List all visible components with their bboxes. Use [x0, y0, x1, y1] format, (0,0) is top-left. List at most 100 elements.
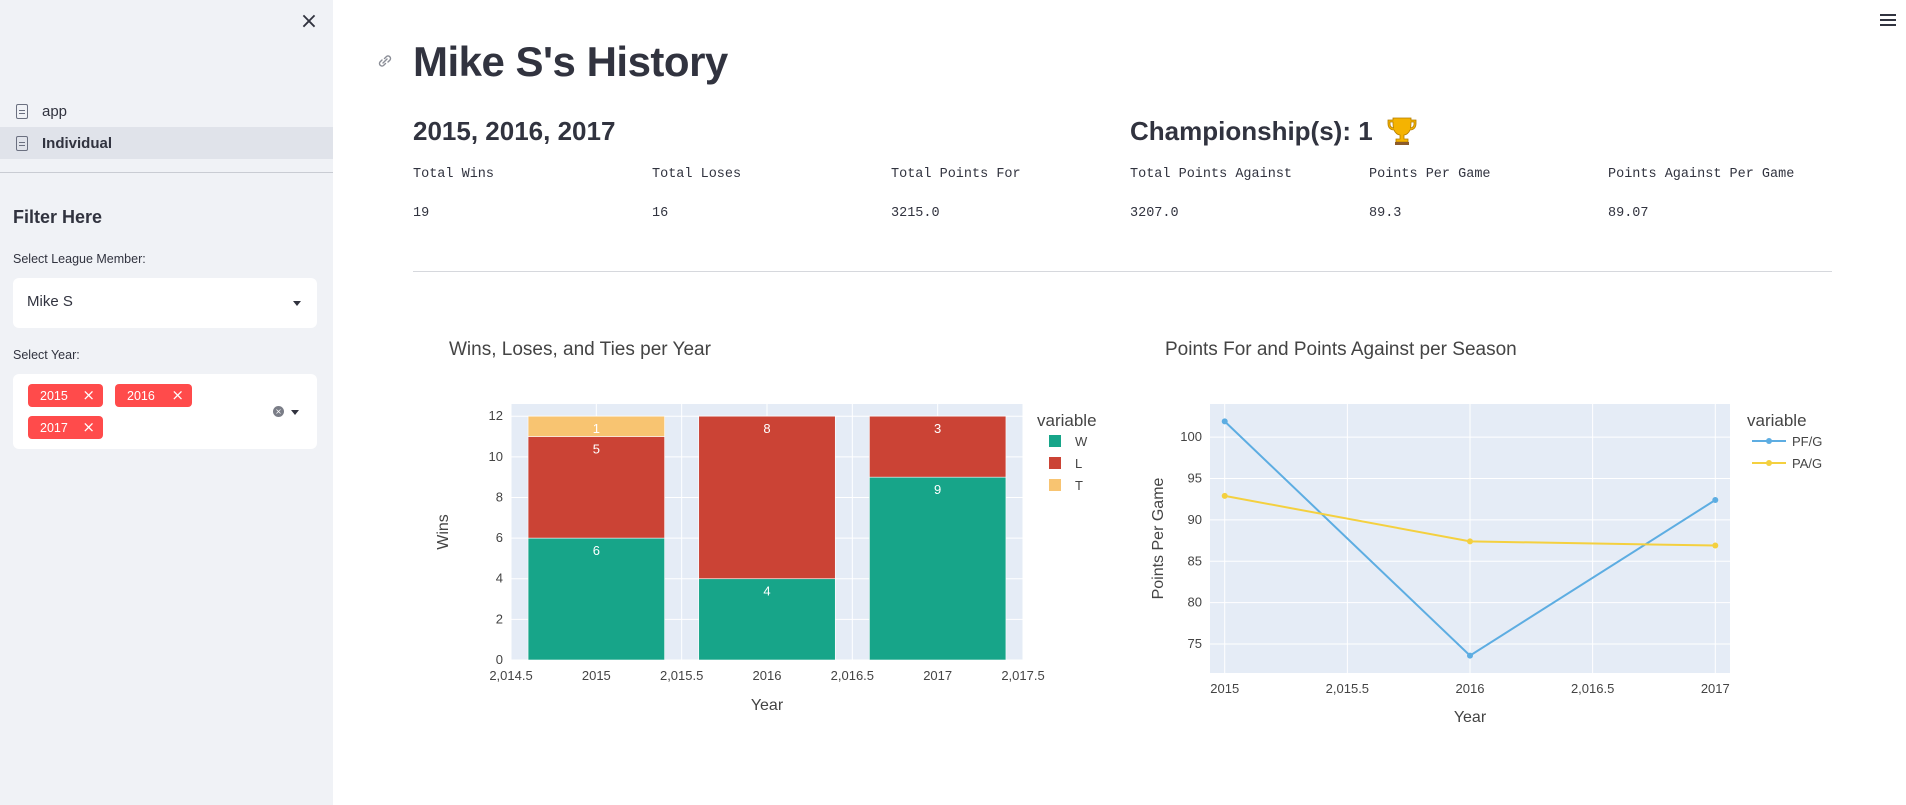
chart-title: Wins, Loses, and Ties per Year	[449, 339, 712, 360]
league-member-label: Select League Member:	[13, 252, 146, 266]
remove-tag-icon[interactable]: ×	[82, 386, 95, 404]
trophy-icon	[1387, 117, 1417, 146]
x-tick-label: 2016	[753, 668, 782, 683]
close-icon: ×	[299, 9, 319, 34]
bar-segment-t	[527, 415, 665, 437]
bar-segment-w	[698, 578, 836, 661]
metric-value: 3207.0	[1130, 206, 1179, 221]
year-tag: 2017 ×	[28, 416, 103, 439]
y-tick-label: 95	[1188, 470, 1202, 485]
chevron-down-icon[interactable]	[291, 410, 299, 415]
sidebar-nav: app Individual	[0, 95, 333, 159]
league-member-select[interactable]: Mike S	[13, 278, 317, 328]
x-axis-label: Year	[751, 697, 784, 714]
hamburger-icon	[1880, 19, 1896, 21]
year-tag-label: 2016	[127, 388, 155, 403]
y-tick-label: 90	[1188, 512, 1202, 527]
year-multiselect[interactable]: 2015 × 2016 × 2017 × ×	[13, 374, 317, 449]
wins-loses-ties-chart: Wins, Loses, and Ties per Year 0 2 4 6 8 10 12 2…	[435, 339, 1097, 714]
main-menu-button[interactable]	[1880, 14, 1896, 26]
data-point	[1221, 418, 1228, 425]
x-tick-label: 2,014.5	[489, 668, 532, 683]
legend-entry: T	[1075, 478, 1083, 493]
legend-entry: PA/G	[1792, 456, 1822, 471]
close-sidebar-button[interactable]: ×	[297, 10, 321, 34]
bar-segment-l	[527, 436, 665, 539]
year-tag: 2015 ×	[28, 384, 103, 407]
x-tick-label: 2015	[582, 668, 611, 683]
sidebar-item-label: Individual	[42, 134, 113, 152]
y-tick-label: 0	[496, 652, 503, 667]
legend-title: variable	[1747, 411, 1807, 430]
metric-value: 16	[652, 206, 669, 221]
sidebar-item-app[interactable]: app	[0, 95, 333, 127]
y-tick-label: 10	[489, 449, 503, 464]
hamburger-icon	[1880, 24, 1896, 26]
bar-data-label: 1	[593, 421, 600, 436]
clear-all-icon[interactable]: ×	[273, 406, 284, 417]
championship-heading: Championship(s): 1	[1130, 116, 1418, 149]
y-tick-label: 80	[1188, 595, 1202, 610]
legend-marker	[1766, 460, 1772, 466]
remove-tag-icon[interactable]: ×	[171, 386, 184, 404]
data-point	[1467, 538, 1473, 545]
data-point	[1221, 492, 1228, 499]
metric-label: Total Loses	[652, 167, 742, 182]
legend-entry: L	[1075, 456, 1082, 471]
metric-value: 19	[413, 206, 430, 221]
data-point	[1712, 542, 1719, 549]
link-icon[interactable]	[376, 54, 394, 68]
hamburger-icon	[1880, 14, 1896, 16]
legend-entry: W	[1075, 434, 1088, 449]
bar-data-label: 3	[934, 421, 941, 436]
legend-swatch	[1049, 457, 1061, 469]
y-tick-label: 6	[496, 530, 503, 545]
sidebar-item-individual[interactable]: Individual	[0, 127, 333, 159]
x-tick-label: 2015	[1210, 681, 1239, 696]
bar-data-label: 8	[763, 421, 770, 436]
metric-label: Total Points Against	[1130, 167, 1293, 182]
metric-label: Points Per Game	[1369, 167, 1491, 182]
page-title: Mike S's History	[413, 38, 728, 85]
y-tick-label: 75	[1188, 636, 1202, 651]
bar-segment-w	[869, 476, 1007, 661]
legend-marker	[1766, 438, 1772, 444]
metric-value: 3215.0	[891, 206, 940, 221]
y-tick-label: 8	[496, 489, 503, 504]
bar-data-label: 4	[763, 584, 770, 599]
sidebar-divider	[0, 172, 333, 173]
points-per-season-chart: Points For and Points Against per Season…	[1150, 339, 1822, 726]
chart-title: Points For and Points Against per Season	[1165, 339, 1517, 360]
document-icon	[16, 103, 28, 119]
league-member-value: Mike S	[27, 293, 73, 310]
metric-label: Total Wins	[413, 167, 495, 182]
bar-data-label: 9	[934, 482, 941, 497]
year-tag-label: 2017	[40, 420, 68, 435]
x-tick-label: 2017	[923, 668, 952, 683]
bar-segment-w	[527, 537, 665, 661]
y-tick-label: 2	[496, 611, 503, 626]
y-axis-label: Points Per Game	[1150, 477, 1167, 599]
remove-tag-icon[interactable]: ×	[82, 418, 95, 436]
data-point	[1712, 497, 1719, 504]
year-tag-label: 2015	[40, 388, 68, 403]
legend-title: variable	[1037, 411, 1097, 430]
sidebar: × app Individual Filter Here Select Leag…	[0, 0, 333, 805]
chevron-down-icon[interactable]	[293, 301, 301, 306]
x-tick-label: 2016	[1456, 681, 1485, 696]
x-tick-label: 2,017.5	[1001, 668, 1044, 683]
y-tick-label: 12	[489, 408, 503, 423]
sidebar-item-label: app	[42, 102, 68, 120]
x-tick-label: 2,016.5	[831, 668, 874, 683]
metric-label: Points Against Per Game	[1608, 167, 1795, 182]
legend-swatch	[1049, 435, 1061, 447]
bar-data-label: 6	[593, 543, 600, 558]
x-tick-label: 2017	[1701, 681, 1730, 696]
metric-value: 89.07	[1608, 206, 1649, 221]
year-label: Select Year:	[13, 348, 80, 362]
year-tag: 2016 ×	[115, 384, 192, 407]
metric-label: Total Points For	[891, 167, 1021, 182]
years-heading: 2015, 2016, 2017	[413, 116, 616, 146]
y-tick-label: 4	[496, 571, 503, 586]
y-axis-label: Wins	[435, 514, 452, 550]
